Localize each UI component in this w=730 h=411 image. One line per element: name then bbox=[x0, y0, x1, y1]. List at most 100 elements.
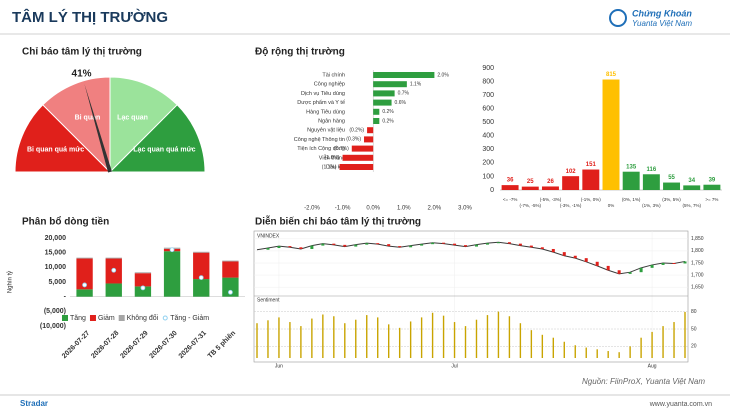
candle bbox=[628, 272, 632, 274]
candle bbox=[595, 261, 599, 266]
series-name: Sentiment bbox=[257, 297, 280, 303]
gauge-value: 41% bbox=[72, 69, 92, 80]
candle bbox=[288, 246, 292, 248]
x-tick-label: (3%, 5%) bbox=[662, 197, 681, 202]
bar bbox=[541, 186, 559, 190]
candle bbox=[277, 246, 281, 249]
y-tick-label: - bbox=[64, 294, 67, 301]
value-label: 0.2% bbox=[382, 118, 394, 124]
x-tick-label: 3.0% bbox=[458, 206, 472, 212]
y-tick-label: 600 bbox=[482, 106, 494, 113]
candle bbox=[606, 265, 610, 271]
bar-segment bbox=[105, 283, 122, 297]
bar-segment bbox=[105, 257, 122, 259]
y-tick-label: 900 bbox=[482, 65, 494, 72]
net-dot bbox=[228, 289, 233, 295]
bar bbox=[683, 185, 701, 190]
net-dot bbox=[82, 282, 87, 288]
brand-line: Chứng Khoán bbox=[632, 8, 692, 18]
bar bbox=[373, 118, 380, 124]
candle bbox=[354, 244, 358, 247]
category-label: Hàng Tiêu dùng bbox=[306, 109, 345, 115]
category-label: Công nghệ Thông tin bbox=[294, 137, 345, 143]
candle bbox=[485, 243, 489, 245]
x-tick-label: >= 7% bbox=[705, 197, 718, 202]
candle bbox=[507, 242, 511, 244]
y-tick-label: 5,000 bbox=[48, 279, 66, 286]
chart-frame bbox=[253, 230, 689, 363]
x-tick-label: Jun bbox=[275, 363, 283, 369]
value-label: (0.7%) bbox=[334, 146, 349, 152]
category-label: Dầu khí bbox=[326, 164, 345, 170]
y-tick-label: 20,000 bbox=[45, 235, 67, 242]
bar bbox=[342, 154, 374, 161]
x-tick-label: (-7%, -5%) bbox=[520, 203, 542, 208]
category-label: Ngân hàng bbox=[318, 118, 345, 124]
legend-label: Giảm bbox=[98, 315, 115, 322]
candle bbox=[672, 263, 676, 264]
y-tick-label: (5,000) bbox=[44, 308, 66, 315]
value-label: 36 bbox=[507, 178, 514, 184]
legend-swatch bbox=[118, 315, 125, 321]
category-label: Nguyên vật liệu bbox=[307, 128, 345, 134]
bar-segment bbox=[163, 251, 181, 297]
value-label: 135 bbox=[626, 164, 637, 170]
x-tick-label: 2.0% bbox=[428, 206, 442, 212]
x-tick-label: <= -7% bbox=[503, 197, 518, 202]
brand-line: Yuanta Việt Nam bbox=[632, 19, 692, 28]
value-label: 0.6% bbox=[395, 100, 407, 106]
candle bbox=[518, 243, 522, 246]
gauge-zone bbox=[42, 76, 111, 174]
candle bbox=[551, 248, 555, 253]
category-label: Công nghiệp bbox=[314, 82, 345, 88]
price-line bbox=[256, 241, 686, 275]
gauge-zone bbox=[109, 76, 178, 174]
bar-segment bbox=[193, 279, 210, 297]
website: www.yuanta.com.vn bbox=[649, 401, 712, 408]
category-label: Viễn thông bbox=[319, 154, 345, 161]
candle bbox=[332, 243, 336, 245]
candle bbox=[453, 243, 457, 246]
bar bbox=[373, 90, 395, 97]
legend-swatch bbox=[89, 315, 96, 321]
x-tick-label: (1%, 3%) bbox=[642, 203, 661, 208]
candle bbox=[639, 267, 643, 273]
y-tick-label: 1,850 bbox=[691, 236, 704, 242]
candle bbox=[420, 244, 424, 246]
panel-title: Phân bổ dòng tiền bbox=[22, 216, 109, 228]
candle bbox=[365, 243, 369, 245]
y-tick-label: 1,700 bbox=[691, 272, 704, 278]
bar bbox=[703, 184, 721, 190]
bar-segment bbox=[134, 273, 152, 287]
y-tick-label: 10,000 bbox=[45, 264, 67, 271]
x-tick-label: (-1%, 0%) bbox=[581, 197, 602, 202]
candle bbox=[431, 242, 435, 245]
y-tick-label: 0 bbox=[490, 187, 494, 194]
candle bbox=[387, 244, 391, 247]
value-label: 39 bbox=[709, 177, 716, 183]
legend-label: Tăng - Giảm bbox=[170, 315, 209, 322]
y-tick-label: 1,750 bbox=[691, 260, 704, 266]
legend-label: Không đổi bbox=[127, 314, 159, 322]
x-tick-label: 0% bbox=[608, 203, 615, 208]
x-tick-label: -2.0% bbox=[304, 206, 320, 212]
candle bbox=[661, 263, 665, 265]
value-label: 26 bbox=[547, 179, 554, 185]
value-label: (0.3%) bbox=[346, 137, 361, 143]
panel-title: Độ rộng thị trường bbox=[255, 47, 345, 58]
x-tick-label: 1.0% bbox=[397, 206, 411, 212]
bar bbox=[373, 108, 380, 115]
y-tick-label: 1,800 bbox=[691, 248, 704, 254]
y-tick-label: 80 bbox=[691, 309, 697, 315]
value-label: (0.2%) bbox=[349, 128, 364, 134]
bar-segment bbox=[222, 260, 239, 262]
bar bbox=[622, 171, 640, 190]
bar bbox=[373, 99, 392, 106]
bar bbox=[521, 186, 539, 190]
bar-segment bbox=[76, 258, 93, 290]
bar-segment bbox=[134, 272, 152, 274]
value-label: 102 bbox=[566, 169, 577, 175]
category-label: Dược phẩm và Y tế bbox=[297, 99, 345, 106]
candle bbox=[540, 247, 544, 249]
value-label: 25 bbox=[527, 179, 534, 185]
